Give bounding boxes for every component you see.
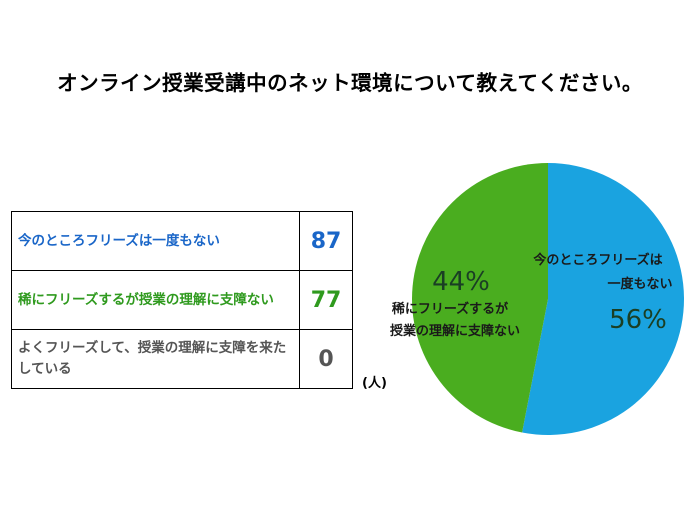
slice-label: 授業の理解に支障ない — [390, 323, 520, 339]
pie-slice — [522, 163, 684, 435]
row-count: 87 — [299, 211, 353, 271]
row-count: 77 — [299, 270, 353, 330]
row-label: よくフリーズして、授業の理解に支障を来たしている — [11, 329, 300, 389]
slice-percent: 56% — [609, 305, 667, 335]
response-table: 今のところフリーズは一度もない 87 稀にフリーズするが授業の理解に支障ない 7… — [11, 211, 353, 389]
unit-label: (人) — [362, 376, 387, 391]
row-count: 0 — [299, 329, 353, 389]
chart-title: オンライン授業受講中のネット環境について教えてください。 — [57, 71, 643, 95]
row-label: 今のところフリーズは一度もない — [11, 211, 300, 271]
table-row: 今のところフリーズは一度もない 87 — [11, 211, 353, 271]
table-row: 稀にフリーズするが授業の理解に支障ない 77 — [11, 270, 353, 330]
slice-label: 今のところフリーズは — [532, 252, 662, 268]
table-row: よくフリーズして、授業の理解に支障を来たしている 0 — [11, 329, 353, 389]
pie-slice — [412, 162, 548, 433]
slice-label: 一度もない — [607, 276, 672, 292]
slice-percent: 44% — [432, 267, 490, 297]
slice-label: 稀にフリーズするが — [392, 301, 508, 317]
row-label: 稀にフリーズするが授業の理解に支障ない — [11, 270, 300, 330]
